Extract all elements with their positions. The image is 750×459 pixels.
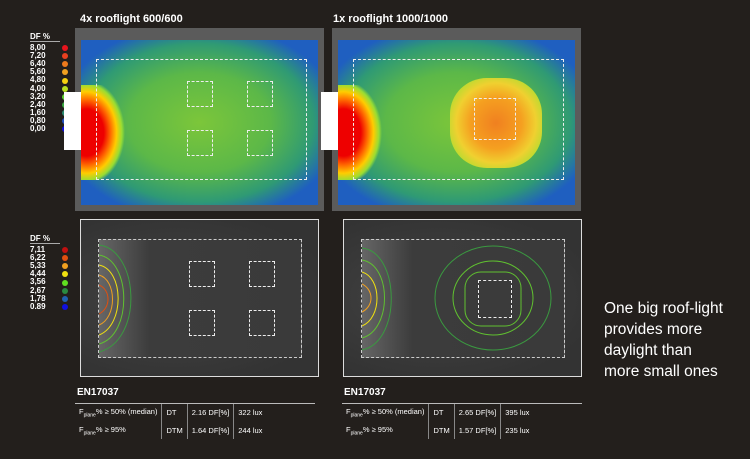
legend-value: 6,22	[30, 253, 46, 263]
legend-value: 7,20	[30, 51, 46, 61]
legend-item: 5,33	[30, 262, 68, 270]
legend-bottom: DF % 7,11 6,22 5,33 4,44 3,56 2,67 1,78 0.89	[30, 234, 68, 311]
code-cell: DT	[428, 404, 455, 422]
legend-value: 7,11	[30, 245, 46, 255]
legend-item: 4,44	[30, 270, 68, 278]
legend-value: 0.89	[30, 301, 46, 311]
contour-1x-rooflight	[343, 219, 582, 377]
criterion-cell: Fplane% ≥ 95%	[342, 421, 430, 439]
legend-swatch	[62, 77, 68, 84]
legend-value: 2,67	[30, 285, 46, 295]
lux-cell: 244 lux	[238, 425, 263, 435]
legend-swatch	[62, 303, 68, 310]
table-row: Fplane% ≥ 50% (median) DT 2.16 DF[%] 322 lu…	[75, 404, 266, 422]
criterion-cell: Fplane% ≥ 50% (median)	[342, 404, 430, 422]
df-cell: 1.64 DF[%]	[187, 421, 235, 439]
legend-header: DF %	[30, 32, 60, 43]
table-row: Fplane% ≥ 95% DTM 1.64 DF[%] 244 lux	[75, 421, 266, 439]
legend-value: 1,78	[30, 293, 46, 303]
legend-swatch	[62, 85, 68, 92]
standard-label-left: EN17037	[77, 387, 119, 398]
legend-value: 4,80	[30, 75, 46, 85]
standard-label-right: EN17037	[344, 387, 386, 398]
legend-value: 0,80	[30, 115, 46, 125]
legend-top: DF % 8,00 7,20 6,40 5,60 4,80 4,00 3,20 2,40 1,60…	[30, 32, 68, 134]
legend-item: 3,56	[30, 278, 68, 286]
legend-value: 3,56	[30, 277, 46, 287]
legend-value: 4,00	[30, 83, 46, 93]
legend-value: 8,00	[30, 43, 46, 53]
legend-swatch	[62, 61, 68, 68]
legend-item: 1,78	[30, 293, 68, 303]
legend-value: 5,33	[30, 261, 46, 271]
lux-cell: 235 lux	[505, 425, 530, 435]
legend-swatch	[62, 271, 68, 278]
code-cell: DTM	[428, 421, 455, 439]
legend-value: 6,40	[30, 59, 46, 69]
df-cell: 2.65 DF[%]	[454, 404, 502, 422]
legend-swatch	[62, 263, 68, 270]
legend-value: 1,60	[30, 107, 46, 117]
legend-item: 2,67	[30, 285, 68, 295]
legend-item: 7,11	[30, 245, 68, 255]
legend-item: 7,20	[30, 52, 68, 60]
panel-title-left: 4x rooflight 600/600	[80, 13, 183, 25]
legend-swatch	[62, 53, 68, 60]
legend-swatch	[62, 295, 68, 302]
heatmap-4x-rooflight	[64, 28, 324, 211]
lux-cell: 395 lux	[505, 408, 530, 418]
legend-swatch	[62, 287, 68, 294]
legend-swatch	[62, 279, 68, 286]
legend-item: 6,40	[30, 60, 68, 68]
caption: One big roof-light provides more dayligh…	[604, 300, 723, 380]
heatmap-1x-rooflight	[321, 28, 581, 211]
lux-cell: 322 lux	[238, 408, 263, 418]
legend-item: 5,60	[30, 68, 68, 76]
df-cell: 1.57 DF[%]	[454, 421, 502, 439]
criterion-cell: Fplane% ≥ 95%	[75, 421, 163, 439]
contour-4x-rooflight	[80, 219, 319, 377]
table-row: Fplane% ≥ 95% DTM 1.57 DF[%] 235 lux	[342, 421, 533, 439]
legend-value: 5,60	[30, 67, 46, 77]
legend-item: 4,00	[30, 83, 68, 93]
criterion-cell: Fplane% ≥ 50% (median)	[75, 404, 163, 422]
df-cell: 2.16 DF[%]	[187, 404, 235, 422]
legend-value: 0,00	[30, 124, 46, 134]
legend-value: 4,44	[30, 269, 46, 279]
legend-item: 0,00	[30, 124, 68, 134]
legend-item: 4,80	[30, 76, 68, 84]
legend-item: 0.89	[30, 301, 68, 311]
legend-value: 3,20	[30, 91, 46, 101]
legend-item: 6,22	[30, 254, 68, 262]
legend-swatch	[62, 247, 68, 254]
results-table-right: Fplane% ≥ 50% (median) DT 2.65 DF[%] 395 lu…	[342, 403, 582, 439]
panel-title-right: 1x rooflight 1000/1000	[333, 13, 448, 25]
legend-item: 8,00	[30, 43, 68, 53]
results-table-left: Fplane% ≥ 50% (median) DT 2.16 DF[%] 322 lu…	[75, 403, 315, 439]
table-row: Fplane% ≥ 50% (median) DT 2.65 DF[%] 395 lu…	[342, 404, 533, 422]
legend-value: 2,40	[30, 99, 46, 109]
code-cell: DT	[161, 404, 188, 422]
legend-swatch	[62, 45, 68, 52]
legend-header: DF %	[30, 234, 60, 245]
legend-swatch	[62, 69, 68, 76]
legend-swatch	[62, 255, 68, 262]
code-cell: DTM	[161, 421, 188, 439]
